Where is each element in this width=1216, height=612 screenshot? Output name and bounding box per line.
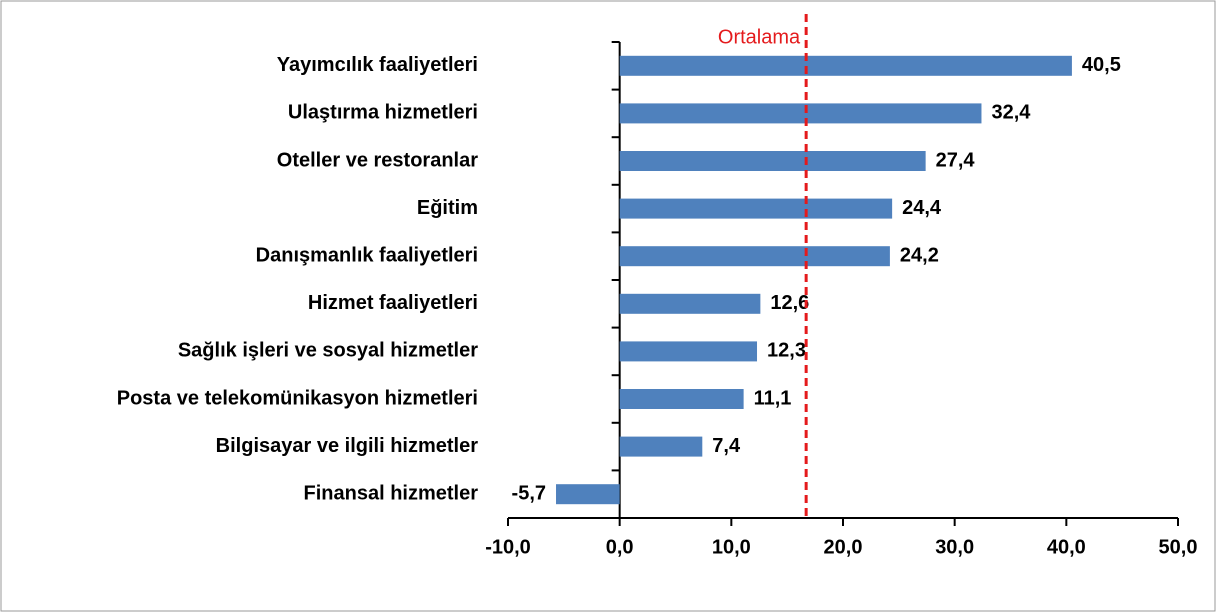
value-label: 12,3: [767, 340, 806, 362]
bar: [619, 246, 890, 267]
value-label: 40,5: [1082, 54, 1121, 76]
y-tick-label: Finansal hizmetler: [304, 482, 479, 504]
y-tick-label: Bilgisayar ve ilgili hizmetler: [216, 435, 479, 457]
value-label: 24,4: [902, 197, 942, 219]
x-tick-label: 40,0: [1047, 536, 1086, 558]
value-label: 12,6: [770, 292, 809, 314]
bar: [619, 151, 926, 171]
y-tick-label: Yayımcılık faaliyetleri: [277, 54, 478, 76]
bar: [619, 389, 744, 409]
y-tick-label: Oteller ve restoranlar: [277, 149, 478, 171]
x-tick-label: 0,0: [606, 536, 634, 558]
y-tick-label: Sağlık işleri ve sosyal hizmetler: [178, 340, 478, 362]
x-tick-label: 50,0: [1159, 536, 1198, 558]
bar: [619, 341, 758, 362]
value-label: 27,4: [936, 149, 976, 171]
x-tick-label: -10,0: [485, 536, 531, 558]
bar: [619, 103, 982, 124]
value-label: -5,7: [512, 482, 546, 504]
y-tick-label: Posta ve telekomünikasyon hizmetleri: [117, 387, 478, 409]
reference-label: Ortalama: [718, 26, 801, 48]
x-tick-label: 10,0: [712, 536, 751, 558]
bar: [619, 55, 1072, 76]
bar: [619, 293, 761, 314]
bar: [556, 484, 620, 505]
x-tick-label: 30,0: [935, 536, 974, 558]
x-tick-label: 20,0: [824, 536, 863, 558]
y-tick-label: Hizmet faaliyetleri: [308, 292, 478, 314]
value-label: 11,1: [754, 387, 792, 409]
y-tick-label: Ulaştırma hizmetleri: [288, 102, 478, 124]
value-label: 7,4: [712, 435, 741, 457]
y-tick-label: Danışmanlık faaliyetleri: [256, 244, 478, 266]
bar: [619, 436, 703, 457]
value-label: 24,2: [900, 244, 939, 266]
value-label: 32,4: [991, 102, 1031, 124]
bar: [619, 198, 893, 219]
y-tick-label: Eğitim: [417, 197, 478, 219]
